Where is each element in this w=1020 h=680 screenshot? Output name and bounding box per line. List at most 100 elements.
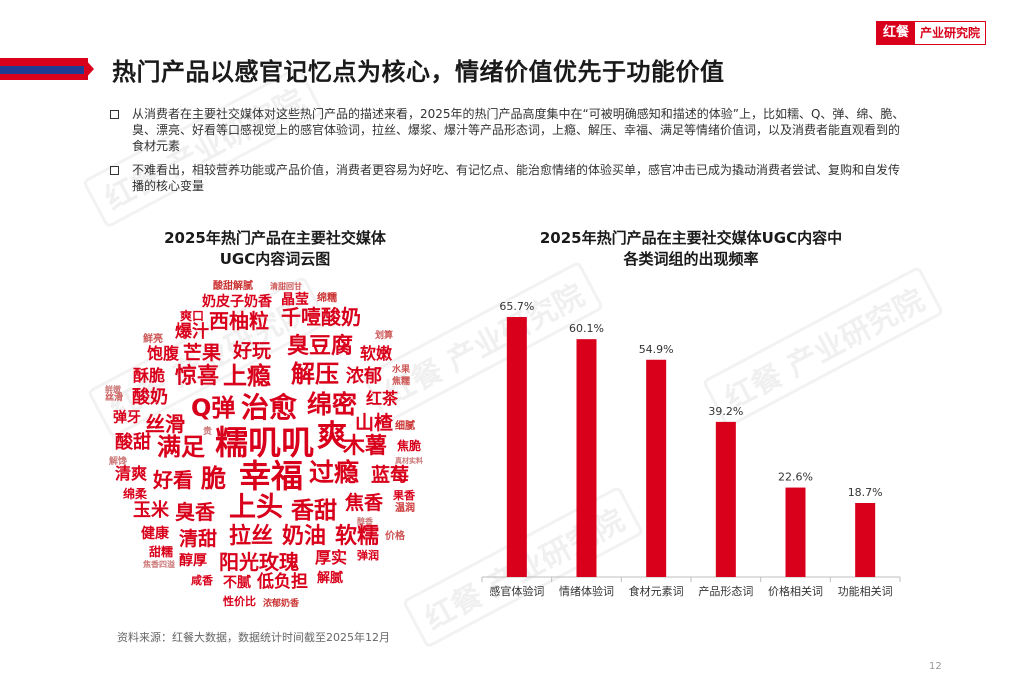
cloud-word: 水果 xyxy=(392,365,411,375)
bar-value-label: 65.7% xyxy=(499,300,534,313)
cloud-word: 绵密 xyxy=(307,390,358,419)
cloud-word: 臭香 xyxy=(175,500,215,524)
cloud-word: 浓郁 xyxy=(346,366,382,387)
cloud-word: 价格 xyxy=(385,531,405,542)
cloud-word: 醇香 xyxy=(357,517,373,526)
cloud-word: 性价比 xyxy=(223,595,256,608)
cloud-word: 脆 xyxy=(201,464,227,493)
cloud-word: 爽 xyxy=(317,419,347,454)
cloud-word: 蓝莓 xyxy=(371,464,410,486)
bullet-1: 从消费者在主要社交媒体对这些热门产品的描述来看，2025年的热门产品高度集中在“… xyxy=(110,106,910,154)
cloud-word: Q弹 xyxy=(191,394,236,422)
cloud-word: 划算 xyxy=(375,331,394,341)
bullet-1-text: 从消费者在主要社交媒体对这些热门产品的描述来看，2025年的热门产品高度集中在“… xyxy=(132,107,905,153)
cloud-word: 清甜回甘 xyxy=(270,282,302,291)
cloud-word: 木薯 xyxy=(343,434,388,459)
bar-6 xyxy=(855,503,876,577)
cloud-word: 惊喜 xyxy=(175,364,220,389)
bullet-2-text: 不难看出，相较营养功能或产品价值，消费者更容易为好吃、有记忆点、能治愈情绪的体验… xyxy=(132,163,901,193)
bar-value-label: 54.9% xyxy=(639,343,674,356)
category-label: 食材元素词 xyxy=(629,584,684,598)
wordcloud-title-line-2: UGC内容词云图 xyxy=(219,250,331,268)
wordcloud-title: 2025年热门产品在主要社交媒体 UGC内容词云图 xyxy=(115,228,435,270)
brand-name: 产业研究院 xyxy=(914,22,985,44)
bullet-2: 不难看出，相较营养功能或产品价值，消费者更容易为好吃、有记忆点、能治愈情绪的体验… xyxy=(110,162,910,194)
cloud-word: 解腻 xyxy=(317,571,344,586)
cloud-word: 芒果 xyxy=(183,342,222,364)
cloud-word: 红茶 xyxy=(366,389,399,408)
cloud-word: 过瘾 xyxy=(309,458,360,487)
cloud-word: 拉丝 xyxy=(229,524,274,549)
cloud-word: 好看 xyxy=(153,468,193,492)
word-cloud: 酸甜解腻 清甜回甘 绵糯 奶皮子奶香 晶莹 爽口 西柚粒 千噎酸奶 爆汁 鲜亮 … xyxy=(95,278,455,618)
cloud-word: 健康 xyxy=(141,526,169,542)
bar-chart: 65.7% 感官体验词 60.1% 情绪体验词 54.9% 食材元素词 39.2% 产品形态词… xyxy=(481,300,901,598)
cloud-word: 饱腹 xyxy=(147,344,180,363)
cloud-word: 焦糯 xyxy=(392,377,411,387)
cloud-word: 贵 xyxy=(203,427,213,437)
cloud-word: 爽口 xyxy=(180,309,205,323)
cloud-word: 臭豆腐 xyxy=(287,334,354,359)
cloud-word: 清甜 xyxy=(179,528,218,550)
cloud-word: 阳光玫瑰 xyxy=(219,550,299,574)
category-label: 情绪体验词 xyxy=(559,584,614,598)
cloud-word: 酸甜解腻 xyxy=(213,281,253,292)
brand-logo: 红餐 产业研究院 xyxy=(875,21,986,45)
category-label: 价格相关词 xyxy=(768,584,823,598)
brand-mark: 红餐 xyxy=(876,22,915,44)
cloud-word: 醇厚 xyxy=(179,553,207,569)
cloud-word: 绵柔 xyxy=(123,487,148,501)
cloud-word: 玉米 xyxy=(133,500,169,521)
cloud-word: 甜糯 xyxy=(149,545,174,559)
chart-title-line-1: 2025年热门产品在主要社交媒体UGC内容中 xyxy=(539,229,843,247)
cloud-word: 丝滑 xyxy=(105,393,124,403)
cloud-word: 治愈 xyxy=(241,391,298,424)
bar-1 xyxy=(506,317,527,577)
bullet-square-icon xyxy=(110,110,119,119)
cloud-word: 西柚粒 xyxy=(209,309,269,333)
bar-value-label: 39.2% xyxy=(708,405,743,418)
bar-5 xyxy=(785,487,806,577)
cloud-word: 上头 xyxy=(229,492,283,523)
cloud-word: 奶油 xyxy=(282,524,327,549)
cloud-word: 弹润 xyxy=(357,549,379,562)
cloud-word: 焦脆 xyxy=(397,439,422,453)
cloud-word: 鲜亮 xyxy=(143,334,163,345)
header-stripe-blue xyxy=(0,66,88,74)
cloud-word: 咸香 xyxy=(191,574,213,587)
cloud-word: 厚实 xyxy=(315,548,348,567)
cloud-word: 绵糯 xyxy=(317,293,337,304)
cloud-word: 弹牙 xyxy=(113,410,141,426)
cloud-word: 果香 xyxy=(393,489,415,502)
cloud-word: 浓郁奶香 xyxy=(263,599,300,609)
bar-3 xyxy=(646,359,667,577)
cloud-word: 奶皮子奶香 xyxy=(202,294,272,310)
cloud-word: 爆汁 xyxy=(175,322,209,342)
chart-title: 2025年热门产品在主要社交媒体UGC内容中 各类词组的出现频率 xyxy=(496,228,886,270)
cloud-word: 酸甜 xyxy=(115,432,151,453)
cloud-word: 清爽 xyxy=(115,464,148,483)
page-number: 12 xyxy=(929,661,942,672)
page-title: 热门产品以感官记忆点为核心，情绪价值优先于功能价值 xyxy=(112,58,725,86)
cloud-word: 解馋 xyxy=(109,457,128,467)
cloud-word: 低负担 xyxy=(257,572,308,592)
header-stripe-red-2 xyxy=(0,74,88,80)
cloud-word: 山楂 xyxy=(355,412,394,434)
cloud-word: 上瘾 xyxy=(223,362,271,390)
cloud-word: 焦香 xyxy=(345,492,384,514)
cloud-word: 解压 xyxy=(291,360,339,388)
bar-value-label: 60.1% xyxy=(569,322,604,335)
source-note: 资料来源：红餐大数据，数据统计时间截至2025年12月 xyxy=(117,631,390,644)
bullet-square-icon xyxy=(110,166,119,175)
cloud-word: 糯叽叽 xyxy=(215,423,314,462)
cloud-word: 满足 xyxy=(157,433,205,461)
cloud-word: 晶莹 xyxy=(281,292,309,308)
chart-title-line-2: 各类词组的出现频率 xyxy=(623,250,759,268)
bar-value-label: 22.6% xyxy=(778,471,813,484)
wordcloud-title-line-1: 2025年热门产品在主要社交媒体 xyxy=(164,229,386,247)
cloud-word: 酥脆 xyxy=(133,366,166,385)
header-stripe-red xyxy=(0,58,88,66)
cloud-word: 细腻 xyxy=(395,421,415,432)
cloud-word: 香甜 xyxy=(291,498,337,524)
cloud-word: 温润 xyxy=(395,503,415,514)
